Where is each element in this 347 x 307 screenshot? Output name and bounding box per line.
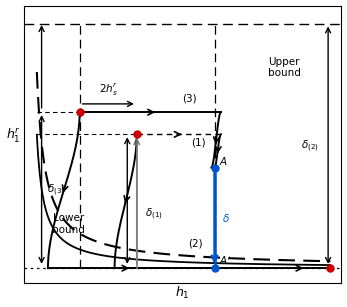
Text: $\delta_{(2)}$: $\delta_{(2)}$ [301, 138, 319, 154]
Text: $\delta_{(3)}$: $\delta_{(3)}$ [47, 182, 65, 198]
Text: (1): (1) [191, 138, 206, 147]
Text: $2h_s^r$: $2h_s^r$ [99, 82, 118, 98]
Text: (3): (3) [182, 93, 196, 103]
Text: $\delta_{(1)}$: $\delta_{(1)}$ [145, 207, 163, 222]
Text: $A'$: $A'$ [219, 255, 231, 267]
Text: $A$: $A$ [219, 155, 228, 167]
Text: Upper
bound: Upper bound [268, 57, 301, 78]
Y-axis label: $h_1^r$: $h_1^r$ [6, 126, 20, 144]
Text: (2): (2) [188, 238, 203, 248]
Text: $\delta$: $\delta$ [222, 212, 230, 224]
Text: Lower
bound: Lower bound [52, 213, 85, 235]
X-axis label: $h_1$: $h_1$ [176, 285, 190, 301]
